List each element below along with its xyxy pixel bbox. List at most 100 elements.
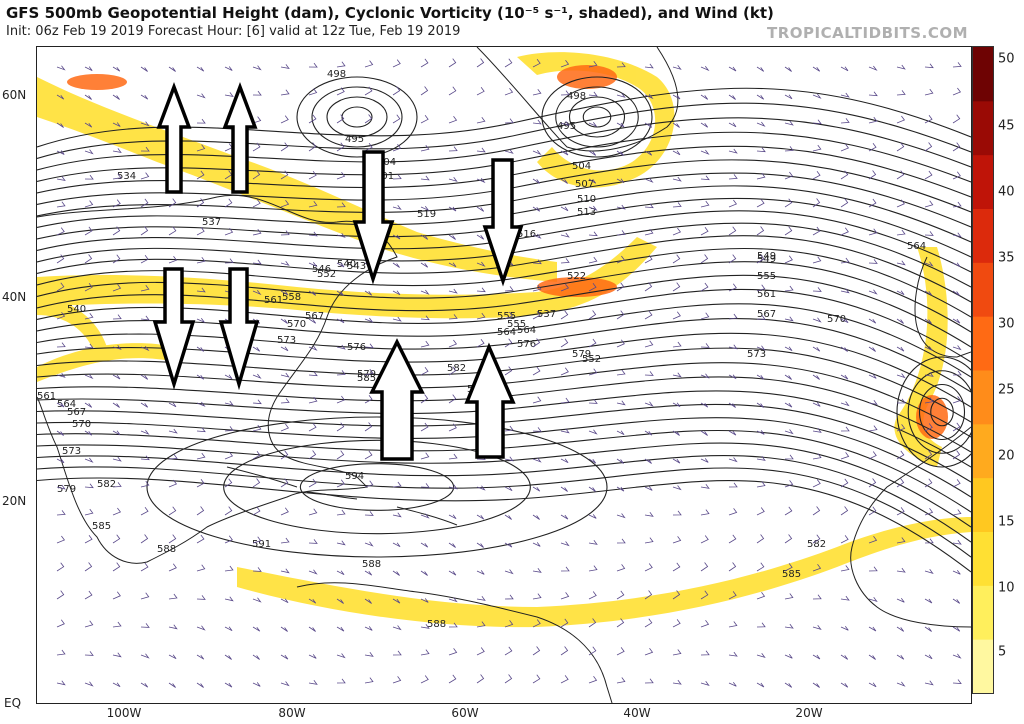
wind-barb	[756, 562, 765, 572]
wind-barb	[168, 255, 178, 264]
wind-barb	[84, 283, 93, 292]
wind-barb	[336, 202, 346, 208]
wind-barb	[924, 450, 933, 460]
wind-barb	[252, 567, 262, 572]
wind-barb	[308, 478, 317, 488]
height-contour	[37, 466, 971, 558]
wind-barb	[280, 346, 289, 352]
wind-barb	[644, 430, 653, 436]
contour-label: 549	[757, 251, 776, 262]
wind-barb	[392, 114, 401, 124]
wind-barb	[756, 121, 766, 127]
wind-barb	[672, 402, 681, 408]
wind-barb	[224, 478, 233, 488]
wind-barb	[56, 562, 65, 572]
wind-barb	[476, 596, 486, 601]
colorbar-label-30: 30	[998, 316, 1015, 332]
wind-barb	[336, 290, 344, 296]
wind-barb	[112, 507, 122, 516]
wind-barb	[364, 290, 373, 296]
arrow-up-icon	[464, 342, 516, 459]
wind-barb	[532, 457, 542, 463]
wind-barb	[532, 149, 542, 156]
wind-barb	[196, 427, 206, 433]
wind-barb	[840, 170, 849, 180]
wind-barb	[672, 458, 681, 464]
wind-barb	[924, 88, 934, 96]
wind-barb	[84, 681, 94, 687]
wind-barb	[868, 65, 878, 71]
wind-barb	[896, 115, 906, 124]
wind-barb	[56, 649, 66, 656]
wind-barb	[364, 652, 374, 657]
contour-label: 573	[62, 446, 81, 457]
wind-barb	[420, 624, 430, 629]
wind-barb	[896, 424, 906, 432]
wind-barb	[840, 227, 849, 236]
wind-barb	[504, 456, 514, 462]
wind-barb	[56, 619, 65, 628]
wind-barb	[532, 396, 542, 404]
wind-barb	[280, 260, 290, 266]
wind-barb	[952, 290, 960, 296]
wind-barb	[728, 482, 738, 488]
wind-barb	[252, 90, 262, 96]
contour-label: 546	[312, 264, 331, 275]
wind-barb	[672, 176, 682, 182]
wind-barb	[784, 226, 793, 236]
wind-barb	[840, 66, 849, 72]
wind-barb	[420, 340, 430, 348]
wind-barb	[952, 232, 962, 238]
wind-barb	[308, 88, 318, 96]
wind-barb	[364, 317, 374, 323]
height-contour	[37, 235, 971, 303]
wind-barb	[476, 312, 486, 320]
wind-barb	[308, 261, 318, 268]
wind-barb	[308, 114, 317, 124]
wind-barb	[616, 122, 625, 128]
wind-barb	[532, 427, 542, 432]
height-contour-ring	[299, 463, 455, 511]
height-contour	[37, 454, 971, 543]
contour-label: 498	[327, 69, 346, 80]
wind-barb	[364, 450, 373, 460]
contour-label: 594	[345, 471, 364, 482]
wind-barb	[364, 480, 374, 488]
wind-barb	[588, 399, 598, 404]
wind-barb	[280, 64, 290, 69]
height-contour-ring	[541, 76, 653, 158]
coastline-north-america	[37, 194, 398, 564]
wind-barb	[616, 458, 624, 464]
colorbar-label-5: 5	[998, 644, 1007, 660]
wind-barb	[924, 318, 932, 324]
wind-barb	[672, 619, 681, 628]
wind-barb	[364, 368, 374, 376]
wind-barb	[868, 654, 876, 660]
wind-barb	[420, 234, 429, 240]
wind-barb	[840, 118, 850, 124]
wind-barb	[896, 567, 906, 573]
colorbar-label-25: 25	[998, 382, 1015, 398]
wind-barb	[644, 678, 654, 684]
wind-barb	[448, 622, 458, 628]
wind-barb	[588, 540, 598, 545]
wind-barb	[812, 682, 820, 688]
wind-barb	[420, 289, 430, 295]
height-contour	[37, 477, 971, 573]
wind-barb	[112, 173, 122, 180]
wind-barb	[56, 680, 66, 686]
wind-barb	[196, 534, 205, 544]
wind-barb	[504, 646, 513, 656]
wind-barb	[476, 514, 485, 520]
brand-watermark: TROPICALTIDBITS.COM	[767, 24, 968, 42]
wind-barb	[280, 318, 288, 324]
wind-barb	[84, 343, 94, 349]
contour-label: 495	[345, 134, 364, 145]
wind-barb	[868, 425, 878, 432]
wind-barb	[616, 369, 626, 376]
wind-barb	[700, 65, 710, 72]
wind-barb	[308, 201, 318, 208]
wind-barb	[924, 538, 934, 544]
wind-barb	[448, 146, 458, 152]
wind-barb	[56, 484, 66, 490]
